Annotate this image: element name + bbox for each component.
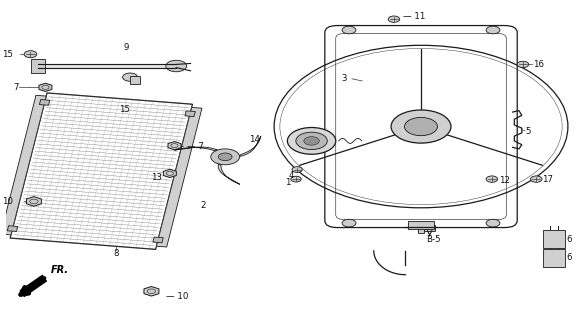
Circle shape [122, 73, 138, 81]
Bar [408, 220, 434, 228]
Text: 1: 1 [285, 179, 291, 188]
Text: — 7: — 7 [187, 142, 204, 151]
Circle shape [388, 16, 400, 22]
Text: B-5: B-5 [426, 235, 441, 244]
Bar [418, 225, 436, 231]
Polygon shape [40, 100, 50, 105]
Circle shape [296, 132, 327, 149]
Circle shape [486, 26, 500, 34]
Circle shape [405, 117, 437, 136]
Bar [31, 59, 45, 73]
Text: 6: 6 [566, 253, 572, 262]
Text: 6: 6 [566, 235, 572, 244]
Text: 3: 3 [342, 74, 347, 83]
Text: 2: 2 [201, 201, 206, 210]
Polygon shape [26, 197, 41, 206]
Circle shape [531, 176, 542, 182]
Polygon shape [175, 147, 217, 150]
Circle shape [166, 60, 187, 72]
Circle shape [218, 153, 232, 161]
Text: — 10: — 10 [166, 292, 189, 301]
Circle shape [211, 149, 240, 165]
Bar [130, 76, 141, 84]
Text: FR.: FR. [51, 265, 69, 275]
Text: 15: 15 [2, 50, 13, 59]
Text: 8: 8 [113, 249, 118, 258]
Text: 14: 14 [249, 135, 260, 144]
Circle shape [342, 219, 356, 227]
Polygon shape [144, 286, 159, 296]
Circle shape [391, 110, 451, 143]
Circle shape [517, 61, 529, 68]
Polygon shape [8, 226, 17, 231]
Bar [543, 249, 565, 267]
Circle shape [292, 167, 303, 172]
Polygon shape [156, 108, 202, 247]
Circle shape [486, 219, 500, 227]
Text: 10: 10 [2, 197, 13, 206]
Text: 5: 5 [526, 127, 531, 136]
Text: 7: 7 [13, 83, 19, 92]
Text: 16: 16 [533, 60, 545, 69]
Circle shape [291, 176, 301, 182]
Bar [418, 224, 424, 233]
Polygon shape [1, 95, 46, 235]
Bar [543, 230, 565, 248]
Text: 12: 12 [499, 176, 510, 185]
Text: 9: 9 [124, 43, 129, 52]
Text: 15: 15 [119, 105, 130, 114]
Circle shape [486, 176, 498, 182]
Polygon shape [240, 136, 261, 156]
Polygon shape [163, 169, 176, 178]
Polygon shape [218, 164, 240, 184]
Polygon shape [168, 141, 181, 150]
Circle shape [287, 127, 336, 154]
Circle shape [342, 26, 356, 34]
Text: 4: 4 [289, 171, 294, 180]
Text: 17: 17 [542, 175, 553, 184]
Circle shape [24, 51, 37, 58]
Text: 13: 13 [151, 173, 162, 182]
Polygon shape [39, 83, 52, 92]
Polygon shape [153, 237, 163, 243]
Polygon shape [185, 111, 195, 116]
Circle shape [304, 137, 319, 145]
Text: — 11: — 11 [403, 12, 425, 21]
